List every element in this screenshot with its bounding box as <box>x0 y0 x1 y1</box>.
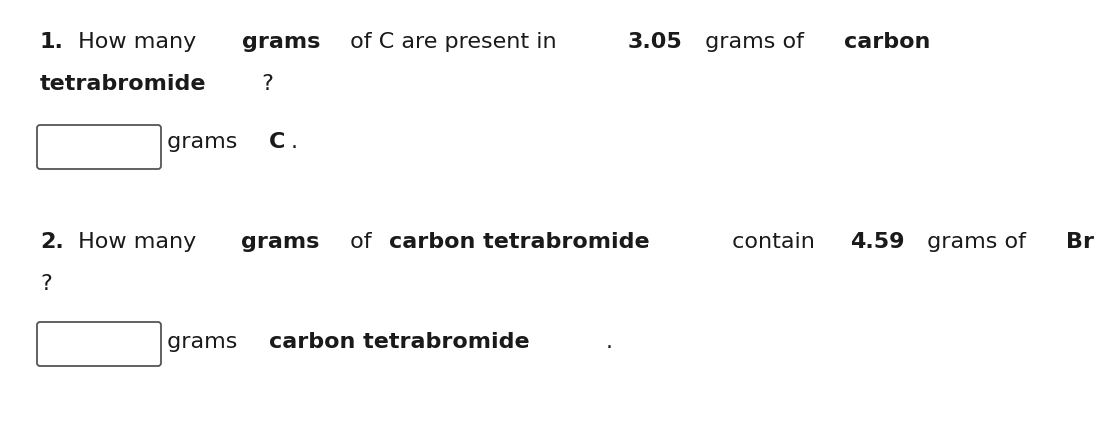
Text: C: C <box>269 132 285 152</box>
FancyBboxPatch shape <box>36 125 161 169</box>
Text: Br: Br <box>1066 232 1094 252</box>
Text: ?: ? <box>255 74 274 94</box>
Text: grams of: grams of <box>698 32 811 52</box>
Text: 2.: 2. <box>40 232 64 252</box>
Text: tetrabromide: tetrabromide <box>40 74 207 94</box>
Text: .: . <box>291 132 297 152</box>
Text: grams: grams <box>160 332 244 352</box>
Text: carbon tetrabromide: carbon tetrabromide <box>269 332 529 352</box>
Text: of C are present in: of C are present in <box>343 32 564 52</box>
Text: 4.59: 4.59 <box>850 232 905 252</box>
Text: ?: ? <box>40 274 52 294</box>
FancyBboxPatch shape <box>36 322 161 366</box>
Text: grams: grams <box>242 32 320 52</box>
Text: grams: grams <box>242 232 319 252</box>
Text: 3.05: 3.05 <box>628 32 682 52</box>
Text: of: of <box>343 232 378 252</box>
Text: .: . <box>606 332 612 352</box>
Text: carbon tetrabromide: carbon tetrabromide <box>389 232 650 252</box>
Text: How many: How many <box>71 32 203 52</box>
Text: contain: contain <box>725 232 822 252</box>
Text: carbon: carbon <box>844 32 930 52</box>
Text: How many: How many <box>71 232 203 252</box>
Text: grams of: grams of <box>920 232 1033 252</box>
Text: 1.: 1. <box>40 32 64 52</box>
Text: grams: grams <box>160 132 244 152</box>
